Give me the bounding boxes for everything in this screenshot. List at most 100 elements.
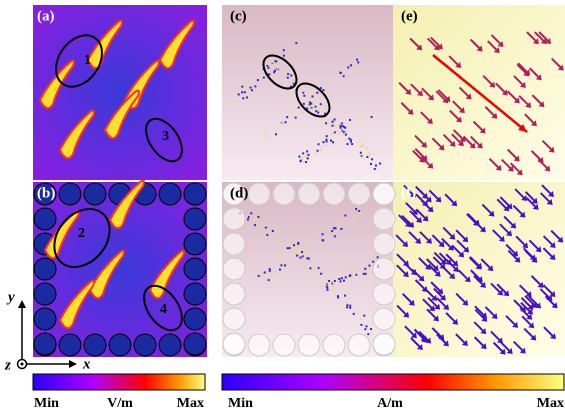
rod	[34, 258, 56, 280]
current-dot	[253, 219, 255, 221]
rod	[223, 308, 245, 330]
current-dot	[284, 264, 286, 266]
current-dot	[248, 216, 250, 218]
current-dot	[242, 94, 244, 96]
current-dot	[368, 152, 370, 154]
rod	[134, 334, 156, 356]
current-dot	[360, 318, 362, 320]
current-dot	[320, 149, 322, 151]
current-dot	[364, 268, 366, 270]
current-dot	[257, 79, 259, 81]
region-label: 1	[84, 53, 91, 68]
current-dot	[260, 228, 262, 230]
current-dot	[320, 244, 322, 246]
rod	[373, 283, 395, 305]
current-dot	[268, 279, 270, 281]
current-dot	[255, 87, 257, 89]
current-dot	[303, 161, 305, 163]
current-dot	[334, 118, 336, 120]
rod	[159, 334, 181, 356]
current-dot	[298, 107, 300, 109]
current-dot	[286, 239, 288, 241]
current-dot	[366, 325, 368, 327]
current-dot	[349, 307, 351, 309]
current-dot	[300, 254, 302, 256]
current-dot	[260, 275, 262, 277]
current-dot	[275, 238, 277, 240]
current-dot	[331, 230, 333, 232]
current-dot	[306, 257, 308, 259]
current-dot	[374, 168, 376, 170]
current-dot	[233, 101, 235, 103]
current-dot	[327, 289, 329, 291]
current-dot	[307, 157, 309, 159]
current-dot	[333, 282, 335, 284]
current-dot	[273, 66, 275, 68]
current-dot	[265, 66, 267, 68]
current-dot	[315, 110, 317, 112]
rod	[223, 258, 245, 280]
current-dot	[308, 96, 310, 98]
current-dot	[379, 162, 381, 164]
region-label: 3	[162, 129, 169, 144]
current-dot	[251, 89, 253, 91]
arrow-head	[18, 300, 26, 308]
current-dot	[315, 242, 317, 244]
current-dot	[244, 91, 246, 93]
current-dot	[316, 236, 318, 238]
current-dot	[353, 313, 355, 315]
current-dot	[362, 118, 364, 120]
current-dot	[326, 91, 328, 93]
current-dot	[284, 261, 286, 263]
current-dot	[303, 243, 305, 245]
current-dot	[317, 112, 319, 114]
current-dot	[353, 216, 355, 218]
region-label: 2	[78, 226, 85, 241]
current-dot	[288, 114, 290, 116]
colorbar-min: Min	[228, 396, 253, 411]
current-dot	[309, 267, 311, 269]
current-dot	[349, 305, 351, 307]
current-dot	[254, 224, 256, 226]
current-dot	[268, 73, 270, 75]
panel-label: (f)	[401, 185, 416, 201]
rod	[34, 333, 56, 355]
rod	[298, 183, 320, 205]
current-dot	[351, 143, 353, 145]
current-dot	[325, 139, 327, 141]
current-dot	[350, 64, 352, 66]
current-dot	[332, 285, 334, 287]
current-dot	[353, 69, 355, 71]
current-dot	[344, 127, 346, 129]
current-dot	[302, 152, 304, 154]
rod	[298, 334, 320, 356]
current-dot	[344, 214, 346, 216]
current-dot	[334, 280, 336, 282]
current-dot	[336, 126, 338, 128]
current-dot	[293, 79, 295, 81]
rod	[34, 208, 56, 230]
current-dot	[368, 265, 370, 267]
current-dot	[241, 91, 243, 93]
current-dot	[349, 275, 351, 277]
rod	[323, 183, 345, 205]
current-dot	[304, 246, 306, 248]
current-dot	[358, 212, 360, 214]
current-dot	[320, 273, 322, 275]
current-dot	[275, 60, 277, 62]
colorbar-unit: A/m	[377, 396, 403, 411]
rod	[273, 334, 295, 356]
region-label: 4	[160, 302, 167, 317]
current-dot	[274, 70, 276, 72]
panel-label: (a)	[37, 8, 55, 24]
current-dot	[331, 121, 333, 123]
current-dot	[332, 125, 334, 127]
current-dot	[358, 210, 360, 212]
current-dot	[269, 268, 271, 270]
rod	[348, 334, 370, 356]
rod	[373, 208, 395, 230]
current-dot	[306, 100, 308, 102]
rod	[184, 258, 206, 280]
current-dot	[302, 112, 304, 114]
current-dot	[338, 226, 340, 228]
